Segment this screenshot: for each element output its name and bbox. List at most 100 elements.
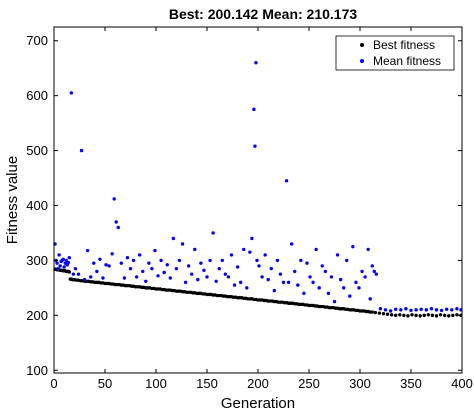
point-mean-fitness [119, 261, 124, 265]
legend: Best fitness Mean fitness [335, 35, 455, 71]
point-mean-fitness [186, 264, 191, 268]
point-mean-fitness [326, 291, 331, 296]
point-best-fitness [394, 313, 398, 318]
point-mean-fitness [404, 307, 408, 311]
point-mean-fitness [71, 272, 76, 276]
point-best-fitness [402, 313, 406, 318]
point-mean-fitness [255, 258, 259, 263]
point-mean-fitness [98, 257, 102, 262]
x-tick-label: 300 [349, 376, 371, 391]
point-mean-fitness [348, 294, 352, 298]
point-mean-fitness [58, 264, 62, 268]
x-tick-label: 200 [247, 376, 269, 391]
point-mean-fitness [252, 107, 256, 112]
point-mean-fitness [150, 266, 154, 271]
point-mean-fitness [374, 272, 379, 276]
y-tick-label: 400 [26, 198, 48, 213]
point-best-fitness [418, 314, 422, 318]
point-mean-fitness [429, 307, 434, 311]
point-best-fitness [389, 313, 394, 317]
point-mean-fitness [62, 265, 66, 269]
point-mean-fitness [296, 283, 300, 287]
point-mean-fitness [114, 220, 118, 224]
point-mean-fitness [159, 258, 163, 263]
point-mean-fitness [399, 308, 403, 312]
point-mean-fitness [281, 280, 286, 285]
point-mean-fitness [122, 276, 127, 280]
point-mean-fitness [299, 258, 303, 263]
point-mean-fitness [64, 258, 68, 263]
point-mean-fitness [220, 258, 224, 263]
plot-area [54, 27, 462, 373]
point-mean-fitness [174, 266, 179, 271]
point-best-fitness [447, 314, 451, 318]
point-mean-fitness [171, 236, 176, 241]
point-mean-fitness [317, 286, 321, 290]
point-mean-fitness [302, 291, 306, 296]
data-marks [53, 61, 463, 318]
point-mean-fitness [101, 276, 105, 280]
point-mean-fitness [217, 266, 221, 271]
y-axis-label: Fitness value [4, 156, 21, 244]
point-mean-fitness [357, 286, 361, 290]
axes [53, 26, 463, 374]
point-best-fitness [67, 270, 72, 274]
point-mean-fitness [134, 275, 139, 279]
point-best-fitness [442, 313, 447, 318]
point-mean-fitness [388, 309, 393, 313]
y-tick-label: 700 [26, 33, 48, 48]
point-best-fitness [381, 311, 386, 316]
point-mean-fitness [229, 253, 234, 257]
point-mean-fitness [116, 225, 120, 230]
legend-label-best-fitness: Best fitness [373, 38, 435, 52]
point-mean-fitness [284, 179, 289, 183]
point-mean-fitness [372, 269, 376, 274]
point-best-fitness [438, 313, 443, 317]
x-tick-label: 350 [400, 376, 422, 391]
point-mean-fitness [439, 308, 444, 313]
tick-labels: 0 50 100 150 200 250 300 350 400 100 200 300 400 500 6… [26, 33, 473, 391]
point-mean-fitness [190, 272, 194, 276]
point-mean-fitness [351, 244, 355, 249]
point-mean-fitness [245, 286, 249, 290]
point-mean-fitness [242, 247, 246, 252]
point-mean-fitness [305, 261, 309, 265]
point-mean-fitness [363, 275, 367, 279]
point-mean-fitness [202, 268, 206, 272]
point-mean-fitness [128, 266, 133, 271]
y-tick-label: 600 [26, 88, 48, 103]
point-mean-fitness [214, 279, 218, 283]
y-tick-label: 100 [26, 363, 48, 378]
point-mean-fitness [272, 288, 277, 293]
point-mean-fitness [414, 308, 418, 312]
point-mean-fitness [368, 297, 372, 301]
point-mean-fitness [85, 248, 90, 253]
point-mean-fitness [450, 308, 454, 312]
point-best-fitness [434, 314, 439, 318]
point-mean-fitness [168, 276, 172, 280]
point-mean-fitness [253, 144, 257, 148]
point-mean-fitness [112, 197, 116, 201]
point-mean-fitness [383, 308, 388, 312]
point-best-fitness [414, 313, 418, 318]
point-mean-fitness [199, 261, 203, 265]
point-best-fitness [422, 313, 426, 318]
point-mean-fitness [76, 272, 81, 276]
point-mean-fitness [345, 258, 349, 263]
point-mean-fitness [92, 261, 96, 265]
point-mean-fitness [445, 307, 449, 311]
point-mean-fitness [205, 275, 209, 279]
point-mean-fitness [232, 283, 237, 287]
point-mean-fitness [260, 275, 264, 279]
point-best-fitness [406, 314, 410, 318]
point-mean-fitness [250, 236, 254, 241]
point-mean-fitness [332, 299, 337, 304]
point-mean-fitness [434, 308, 439, 312]
point-mean-fitness [82, 277, 87, 282]
point-mean-fitness [238, 280, 243, 285]
legend-marker-best-fitness [360, 43, 364, 47]
point-mean-fitness [235, 265, 240, 269]
point-mean-fitness [311, 280, 315, 285]
point-mean-fitness [57, 253, 61, 257]
point-mean-fitness [266, 277, 270, 282]
